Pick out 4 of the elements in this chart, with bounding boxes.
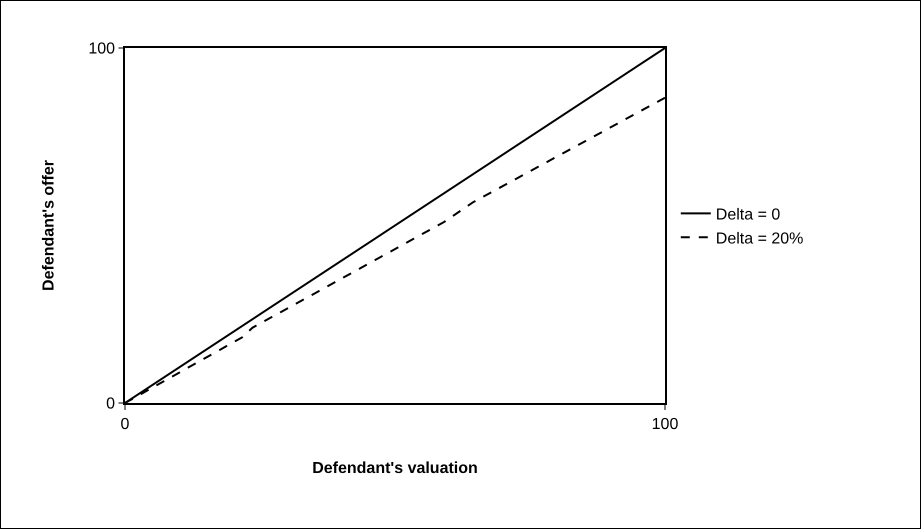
legend-label: Delta = 0 xyxy=(716,206,780,224)
x-axis-title: Defendant's valuation xyxy=(312,460,478,478)
legend-label: Delta = 20% xyxy=(716,230,804,248)
y-axis-title: Defendant's offer xyxy=(40,160,58,291)
